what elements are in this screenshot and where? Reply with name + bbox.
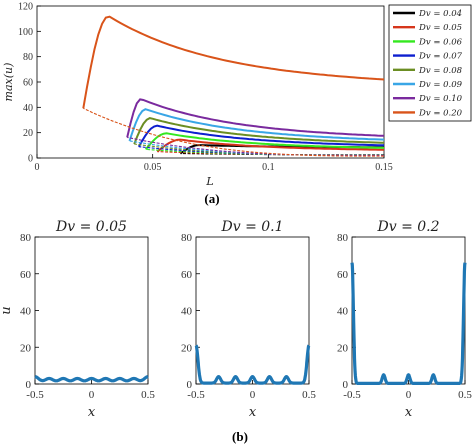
x-tick-label: 0.5	[458, 389, 472, 401]
panel-a-y-axis-label: max(u)	[2, 63, 15, 102]
legend-label: Dv = 0.06	[418, 37, 463, 47]
y-tick-label: 60	[20, 269, 32, 281]
curve-upper-branch	[156, 138, 385, 153]
curve-lower-branch	[83, 107, 384, 157]
panel-a-x-axis-label: L	[205, 175, 213, 188]
profile-curve	[350, 262, 467, 385]
y-tick-label: 0	[187, 379, 193, 391]
x-tick-label: 0	[406, 389, 412, 401]
panel-a-y-tick-label: 120	[18, 2, 33, 13]
y-tick-label: 0	[343, 379, 349, 391]
profile-curve	[194, 344, 311, 385]
panel-a-x-tick-label: 0.1	[262, 162, 275, 173]
curve-upper-branch	[82, 15, 385, 109]
y-tick-label: 20	[20, 342, 32, 354]
legend-label: Dv = 0.08	[418, 66, 463, 76]
legend-box	[388, 4, 472, 122]
x-tick-label: -0.5	[26, 389, 44, 401]
curve-upper-branch	[126, 98, 385, 138]
y-tick-label: 40	[181, 306, 193, 318]
panel-a-y-tick-label: 80	[23, 52, 33, 63]
y-tick-label: 40	[337, 306, 349, 318]
y-tick-label: 60	[337, 269, 349, 281]
panel-a-line-chart: 0 0.05 0.1 0.15 0 20 40 60 80 100 120 L max(u) Dv …	[2, 2, 472, 206]
y-tick-label: 80	[181, 232, 193, 244]
profile-curve	[33, 375, 150, 383]
panel-a-curves	[82, 15, 385, 157]
y-tick-label: 0	[26, 379, 32, 391]
plot-frame	[351, 236, 466, 385]
panel-a-x-tick-label: 0.05	[144, 162, 162, 173]
curve-upper-branch	[128, 108, 385, 142]
panel-a-y-tick-label: 0	[28, 154, 33, 165]
panel-title: Dv = 0.2	[376, 219, 439, 235]
x-axis-label: x	[405, 405, 413, 420]
x-tick-label: 0	[250, 389, 256, 401]
legend-label: Dv = 0.05	[418, 23, 462, 33]
x-axis-label: x	[249, 405, 257, 420]
y-tick-label: 80	[20, 232, 32, 244]
y-tick-label: 20	[337, 342, 349, 354]
panel-a-y-tick-label: 40	[23, 103, 33, 114]
panel-a-legend: Dv = 0.04 Dv = 0.05 Dv = 0.06 Dv = 0.07 Dv =…	[388, 4, 472, 122]
legend-label: Dv = 0.10	[418, 94, 463, 104]
legend-label: Dv = 0.04	[418, 9, 462, 19]
caption-b: (b)	[232, 429, 248, 444]
caption-a: (a)	[204, 191, 219, 206]
panel-title: Dv = 0.05	[55, 219, 127, 235]
curve-upper-branch	[144, 132, 385, 151]
x-tick-label: 0.5	[141, 389, 155, 401]
panel-title: Dv = 0.1	[220, 219, 283, 235]
x-tick-label: -0.5	[187, 389, 205, 401]
curve-upper-branch	[137, 124, 384, 148]
x-axis-label: x	[88, 405, 96, 420]
legend-label: Dv = 0.09	[418, 80, 463, 90]
x-tick-label: 0.5	[302, 389, 316, 401]
curve-upper-branch	[133, 117, 385, 145]
x-tick-label: 0	[89, 389, 95, 401]
panel-a-y-tick-label: 60	[23, 78, 33, 89]
panel-a-y-tick-label: 20	[23, 128, 33, 139]
legend-label: Dv = 0.20	[418, 108, 463, 118]
plot-frame	[34, 236, 149, 385]
panel-a-x-tick-label: 0.15	[375, 162, 393, 173]
legend-label: Dv = 0.07	[418, 52, 463, 62]
plot-frame	[195, 236, 310, 385]
y-tick-label: 20	[181, 342, 193, 354]
y-tick-label: 40	[20, 306, 32, 318]
panel-a-y-tick-label: 100	[18, 27, 33, 38]
panel-a-axes: 0 0.05 0.1 0.15 0 20 40 60 80 100 120	[18, 2, 393, 174]
y-axis-label: u	[0, 306, 14, 314]
y-tick-label: 80	[337, 232, 349, 244]
x-tick-label: -0.5	[343, 389, 361, 401]
panel-a-x-tick-label: 0	[35, 162, 40, 173]
y-tick-label: 60	[181, 269, 193, 281]
